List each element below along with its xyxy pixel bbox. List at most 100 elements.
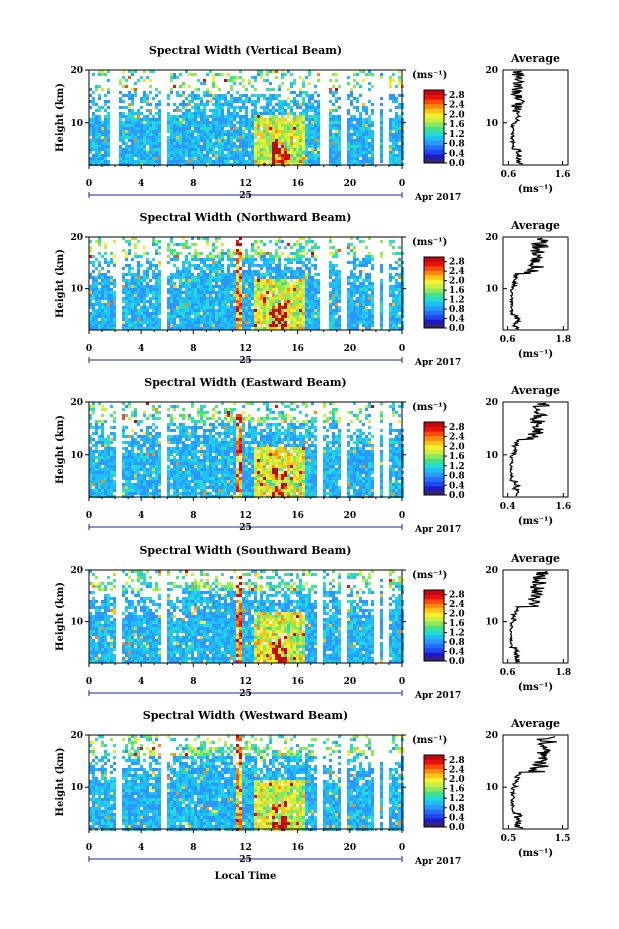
heatmap-cell [254, 432, 257, 435]
heatmap-cell [332, 300, 335, 303]
heatmap-cell [167, 243, 170, 246]
heatmap-cell [263, 255, 266, 258]
heatmap-cell [317, 246, 320, 249]
heatmap-cell [167, 297, 170, 300]
heatmap-cell [248, 154, 251, 157]
heatmap-cell [128, 279, 131, 282]
heatmap-cell [194, 106, 197, 109]
heatmap-cell [131, 70, 134, 73]
heatmap-cell [128, 94, 131, 97]
heatmap-cell [113, 261, 116, 264]
heatmap-cell [101, 148, 104, 151]
heatmap-cell [101, 429, 104, 432]
heatmap-cell [170, 273, 173, 276]
heatmap-cell [254, 160, 257, 163]
heatmap-cell [233, 417, 236, 420]
heatmap-cell [299, 106, 302, 109]
heatmap-cell [368, 318, 371, 321]
heatmap-cell [125, 118, 128, 121]
heatmap-cell [338, 309, 341, 312]
heatmap-cell [224, 124, 227, 127]
heatmap-cell [380, 303, 383, 306]
heatmap-cell [149, 103, 152, 106]
heatmap-cell [311, 291, 314, 294]
heatmap-cell [212, 273, 215, 276]
heatmap-cell [290, 291, 293, 294]
heatmap-cell [395, 297, 398, 300]
heatmap-cell [272, 127, 275, 130]
heatmap-cell [266, 297, 269, 300]
colorbar-swatch [424, 265, 444, 271]
heatmap-cell [239, 426, 242, 429]
heatmap-cell [278, 267, 281, 270]
heatmap-cell [182, 303, 185, 306]
heatmap-cell [260, 264, 263, 267]
heatmap-cell [230, 154, 233, 157]
heatmap-cell [125, 318, 128, 321]
heatmap-cell [197, 276, 200, 279]
heatmap-cell [287, 276, 290, 279]
heatmap-cell [308, 115, 311, 118]
heatmap-cell [311, 157, 314, 160]
heatmap-cell [197, 142, 200, 145]
heatmap-cell [176, 297, 179, 300]
heatmap-cell [272, 157, 275, 160]
heatmap-cell [242, 411, 245, 414]
heatmap-cell [308, 306, 311, 309]
heatmap-cell [332, 318, 335, 321]
heatmap-cell [293, 115, 296, 118]
heatmap-cell [272, 306, 275, 309]
heatmap-cell [173, 327, 176, 330]
heatmap-cell [284, 432, 287, 435]
heatmap-cell [140, 148, 143, 151]
heatmap-cell [167, 154, 170, 157]
heatmap-cell [272, 139, 275, 142]
heatmap-cell [104, 139, 107, 142]
heatmap-cell [107, 91, 110, 94]
heatmap-cell [362, 118, 365, 121]
heatmap-cell [278, 291, 281, 294]
heatmap-cell [392, 240, 395, 243]
heatmap-cell [338, 160, 341, 163]
heatmap-cell [197, 136, 200, 139]
heatmap-cell [152, 303, 155, 306]
heatmap-cell [185, 127, 188, 130]
heatmap-cell [128, 145, 131, 148]
heatmap-cell [287, 154, 290, 157]
heatmap-cell [203, 115, 206, 118]
heatmap-cell [131, 273, 134, 276]
heatmap-cell [236, 306, 239, 309]
heatmap-cell [188, 139, 191, 142]
heatmap-cell [143, 414, 146, 417]
heatmap-cell [233, 76, 236, 79]
heatmap-cell [269, 240, 272, 243]
heatmap-cell [362, 282, 365, 285]
heatmap-cell [248, 82, 251, 85]
heatmap-cell [245, 270, 248, 273]
heatmap-cell [146, 142, 149, 145]
heatmap-cell [329, 91, 332, 94]
heatmap-cell [368, 124, 371, 127]
heatmap-cell [137, 303, 140, 306]
heatmap-cell [260, 291, 263, 294]
heatmap-cell [188, 127, 191, 130]
heatmap-cell [332, 246, 335, 249]
heatmap-cell [146, 258, 149, 261]
heatmap-cell [353, 402, 356, 405]
heatmap-cell [212, 243, 215, 246]
heatmap-cell [269, 306, 272, 309]
heatmap-cell [248, 294, 251, 297]
heatmap-cell [311, 139, 314, 142]
heatmap-cell [356, 157, 359, 160]
heatmap-cell [209, 255, 212, 258]
heatmap-cell [206, 303, 209, 306]
heatmap-cell [194, 115, 197, 118]
heatmap-cell [260, 130, 263, 133]
heatmap-cell [263, 124, 266, 127]
heatmap-cell [275, 118, 278, 121]
heatmap-cell [347, 142, 350, 145]
heatmap-cell [152, 121, 155, 124]
heatmap-cell [110, 276, 113, 279]
heatmap-cell [347, 279, 350, 282]
heatmap-cell [128, 294, 131, 297]
